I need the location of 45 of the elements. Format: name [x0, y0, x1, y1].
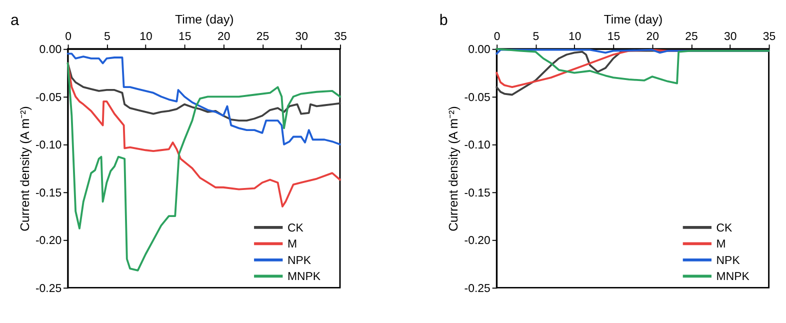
x-axis-title: Time (day) [174, 12, 234, 27]
y-tick-label: -0.20 [464, 235, 490, 248]
legend-label: MNPK [716, 271, 750, 284]
x-tick-label: 35 [762, 30, 776, 43]
legend-label: NPK [716, 254, 740, 267]
legend-label: NPK [287, 254, 312, 267]
line-series [66, 62, 341, 272]
legend-label: M [716, 238, 726, 251]
x-tick-label: 0 [494, 30, 500, 43]
text: b [439, 12, 448, 30]
x-tick-label: 20 [646, 30, 660, 43]
x-tick-label: 15 [178, 30, 192, 43]
x-tick-label: 0 [65, 30, 72, 43]
line-series [66, 62, 341, 122]
x-tick-label: 10 [568, 30, 582, 43]
x-tick-label: 30 [724, 30, 737, 43]
line-series [66, 52, 341, 146]
x-tick-label: 10 [140, 30, 152, 43]
x-tick-label: 5 [532, 30, 540, 43]
legend-label: M [287, 238, 298, 251]
y-tick-label: -0.10 [464, 140, 490, 152]
y-tick-label: -0.05 [35, 92, 62, 104]
x-tick-label: 15 [607, 30, 620, 43]
x-axis-title: Time (day) [604, 12, 663, 27]
x-tick-label: 20 [217, 30, 230, 43]
y-tick-label: -0.20 [35, 235, 62, 248]
y-axis-title: Current density (A m⁻²) [18, 106, 32, 232]
y-tick-label: -0.15 [35, 187, 62, 200]
y-tick-label: 0.00 [468, 44, 490, 56]
y-tick-label: -0.10 [35, 140, 62, 152]
y-tick-label: -0.05 [464, 92, 490, 104]
y-tick-label: -0.25 [464, 282, 490, 295]
legend-label: CK [716, 222, 733, 234]
x-tick-label: 25 [256, 30, 270, 43]
y-tick-label: -0.15 [464, 187, 490, 200]
y-tick-label: 0.00 [39, 44, 62, 56]
x-tick-label: 35 [334, 30, 347, 43]
text: a [10, 12, 20, 30]
x-tick-label: 25 [685, 30, 698, 43]
y-axis-title: Current density (A m⁻²) [446, 106, 461, 232]
legend-label: CK [287, 222, 304, 234]
x-tick-label: 30 [295, 30, 308, 43]
y-tick-label: -0.25 [35, 282, 62, 295]
x-tick-label: 5 [104, 30, 110, 43]
legend-label: MNPK [287, 271, 321, 284]
